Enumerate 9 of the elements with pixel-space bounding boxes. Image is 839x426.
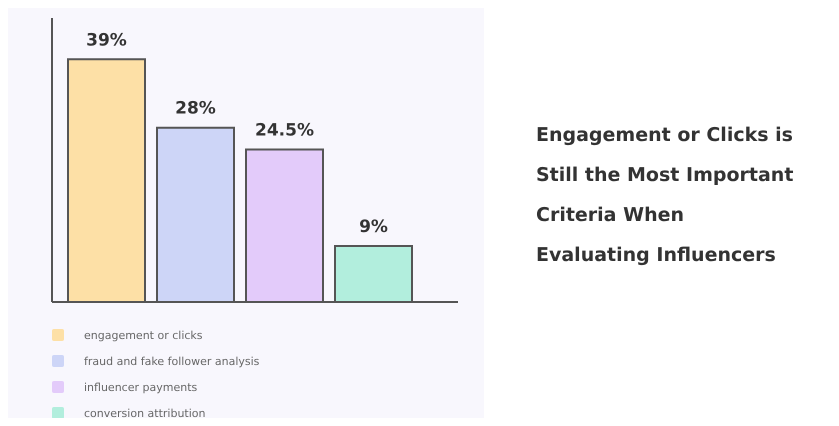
data-label: 9% xyxy=(359,216,388,237)
data-label: 39% xyxy=(86,30,127,50)
legend-label: engagement or clicks xyxy=(84,328,203,342)
legend-label: conversion attribution xyxy=(84,406,206,420)
data-label: 28% xyxy=(175,98,216,119)
legend-label: fraud and fake follower analysis xyxy=(84,354,260,368)
legend-label: influencer payments xyxy=(84,380,198,394)
text: Engagement or Clicks is Still the Most Important Criteria When Evaluating Influencers xyxy=(536,123,794,268)
data-label: 24.5% xyxy=(255,120,314,141)
